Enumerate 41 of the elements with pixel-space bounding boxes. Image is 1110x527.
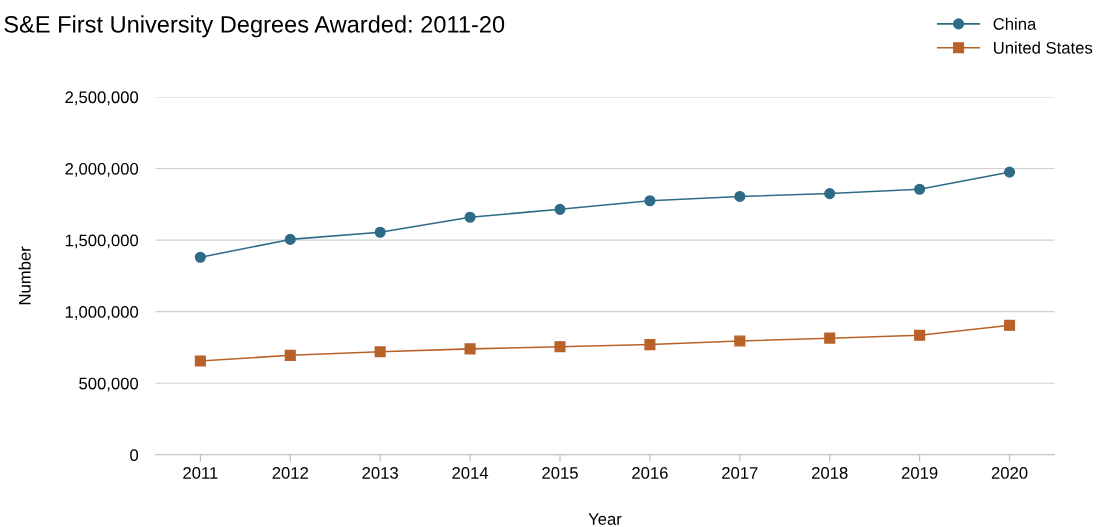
legend-label: China (993, 17, 1037, 30)
x-tick-label: 2014 (452, 467, 489, 479)
chart-title: S&E First University Degrees Awarded: 2011-20 (4, 15, 505, 38)
y-tick-label: 500,000 (79, 377, 139, 392)
y-tick-label: 2,500,000 (65, 91, 139, 106)
x-axis-title: Year (588, 513, 622, 525)
point (194, 355, 206, 367)
point (284, 233, 296, 245)
point (734, 335, 746, 347)
y-tick-label: 1,000,000 (65, 306, 139, 320)
point (734, 190, 746, 203)
point (644, 195, 656, 207)
x-tick-label: 2012 (272, 467, 308, 479)
x-tick-label: 2019 (901, 467, 938, 479)
point (284, 349, 296, 361)
point (914, 329, 926, 341)
point (914, 183, 926, 195)
point (464, 211, 476, 223)
point (554, 341, 566, 353)
point (644, 339, 656, 351)
y-tick-label: 2,000,000 (65, 162, 139, 177)
x-tick-label: 2016 (632, 467, 668, 479)
x-tick-label: 2017 (722, 467, 758, 479)
y-tick-label: 1,500,000 (65, 234, 139, 249)
x-tick-label: 2011 (183, 467, 218, 479)
point (1003, 166, 1016, 178)
point (1003, 319, 1016, 331)
x-tick-label: 2013 (362, 467, 398, 479)
point (464, 343, 476, 355)
point (554, 203, 566, 215)
point (824, 188, 836, 200)
y-tick-label: 0 (130, 449, 139, 461)
point (194, 251, 206, 263)
x-tick-label: 2015 (542, 467, 578, 479)
y-axis-title: Number (18, 246, 31, 305)
point (824, 332, 836, 344)
point (374, 226, 386, 238)
x-tick-label: 2018 (812, 467, 848, 479)
point (374, 346, 386, 358)
x-tick-label: 2020 (991, 467, 1028, 479)
legend-label: United States (994, 41, 1093, 54)
